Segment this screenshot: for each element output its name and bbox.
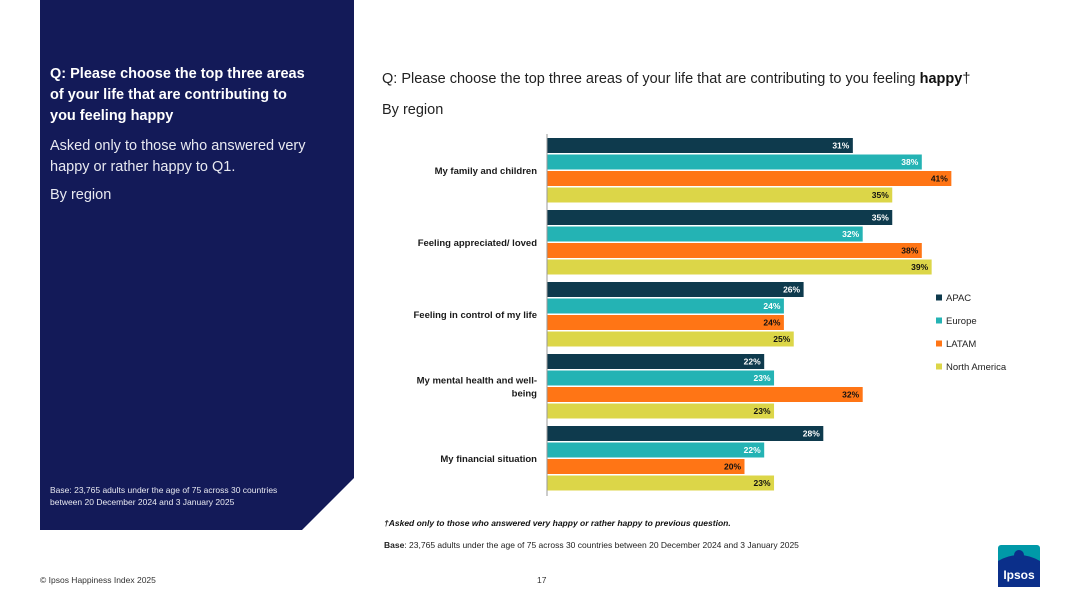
category-label: Feeling in control of my life [413, 310, 537, 321]
data-label: 23% [754, 478, 771, 488]
bar-apac [547, 210, 893, 225]
category-label-line: being [512, 388, 538, 399]
legend-swatch [936, 317, 942, 324]
category-label-line: My mental health and well- [417, 375, 537, 386]
data-label: 24% [763, 318, 780, 328]
base-text: : 23,765 adults under the age of 75 acro… [404, 540, 799, 550]
chart-title-suffix: † [962, 71, 971, 87]
category-label-line: My family and children [435, 166, 538, 177]
bar-apac [547, 354, 765, 369]
bar-latam [547, 243, 922, 258]
data-label: 38% [901, 157, 918, 167]
data-label: 32% [842, 229, 859, 239]
legend-label: APAC [946, 293, 971, 304]
data-label: 35% [872, 213, 889, 223]
data-label: 23% [754, 406, 771, 416]
bar-latam [547, 315, 784, 330]
base-note: Base: 23,765 adults under the age of 75 … [384, 540, 799, 550]
category-label: My family and children [435, 166, 538, 177]
bar-latam [547, 459, 745, 474]
data-label: 28% [803, 429, 820, 439]
legend-swatch [936, 363, 942, 370]
bar-latam [547, 387, 863, 402]
data-label: 35% [872, 190, 889, 200]
category-label-line: My financial situation [440, 454, 537, 465]
bar-apac [547, 282, 804, 297]
category-label: My financial situation [440, 454, 537, 465]
bar-north-america [547, 187, 893, 203]
side-question: Q: Please choose the top three areas of … [50, 66, 305, 124]
ipsos-logo: Ipsos [998, 545, 1040, 587]
data-label: 38% [901, 246, 918, 256]
data-label: 22% [744, 445, 761, 455]
bar-apac [547, 138, 853, 153]
bar-north-america [547, 475, 775, 491]
category-label-line: Feeling in control of my life [413, 310, 537, 321]
bar-north-america [547, 403, 775, 419]
side-panel: Q: Please choose the top three areas of … [40, 0, 354, 530]
legend-label: North America [946, 362, 1007, 373]
legend-swatch [936, 340, 942, 347]
bar-europe [547, 442, 765, 458]
data-label: 26% [783, 285, 800, 295]
category-label: My mental health and well-being [417, 375, 538, 399]
bar-europe [547, 226, 863, 242]
bar-north-america [547, 259, 932, 275]
data-label: 41% [931, 174, 948, 184]
bar-europe [547, 298, 784, 314]
chart-title-emphasis: happy [919, 71, 963, 87]
footnote: †Asked only to those who answered very h… [384, 518, 731, 528]
copyright: © Ipsos Happiness Index 2025 [40, 575, 156, 585]
data-label: 32% [842, 390, 859, 400]
chart-subtitle: By region [382, 102, 444, 118]
category-label: Feeling appreciated/ loved [418, 238, 538, 249]
base-label: Base [384, 540, 405, 550]
ipsos-logo-text: Ipsos [1003, 568, 1035, 582]
data-label: 20% [724, 462, 741, 472]
bar-europe [547, 370, 775, 386]
legend-label: LATAM [946, 339, 976, 350]
data-label: 25% [773, 334, 790, 344]
data-label: 22% [744, 357, 761, 367]
category-label-line: Feeling appreciated/ loved [418, 238, 538, 249]
data-label: 24% [763, 301, 780, 311]
side-base-note: Base: 23,765 adults under the age of 75 … [50, 485, 278, 507]
data-label: 39% [911, 262, 928, 272]
bar-europe [547, 154, 922, 170]
data-label: 31% [832, 141, 849, 151]
bar-latam [547, 171, 952, 186]
bar-north-america [547, 331, 794, 347]
bar-apac [547, 426, 824, 441]
chart-title: Q: Please choose the top three areas of … [382, 71, 970, 87]
data-label: 23% [754, 373, 771, 383]
side-region: By region [50, 187, 112, 203]
side-note: Asked only to those who answered very ha… [50, 138, 306, 175]
legend-swatch [936, 294, 942, 301]
page-number: 17 [537, 575, 547, 585]
legend-label: Europe [946, 316, 977, 327]
chart-title-prefix: Q: Please choose the top three areas of … [382, 71, 920, 87]
